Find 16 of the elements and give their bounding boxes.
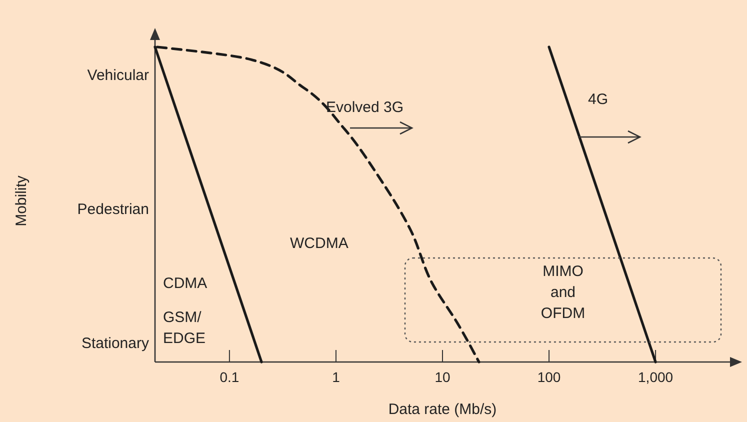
annotation: CDMA xyxy=(163,275,208,292)
x-tick-label: 100 xyxy=(537,369,561,385)
x-tick-label: 1 xyxy=(332,369,340,385)
annotation: 4G xyxy=(588,91,608,108)
annotation: MIMO and OFDM xyxy=(540,263,586,322)
text: Stationary xyxy=(81,335,150,352)
x-tick-label: 10 xyxy=(434,369,450,385)
text: Pedestrian xyxy=(77,201,149,218)
x-axis-title: Data rate (Mb/s) xyxy=(388,401,497,418)
annotation: Evolved 3G xyxy=(326,99,404,116)
text: Mobility xyxy=(13,175,30,226)
x-tick-label: 0.1 xyxy=(220,369,240,385)
annotation: GSM/ EDGE xyxy=(163,309,206,347)
x-tick-label: 1,000 xyxy=(638,369,674,385)
text: Vehicular xyxy=(87,67,149,84)
annotation: WCDMA xyxy=(290,235,348,252)
